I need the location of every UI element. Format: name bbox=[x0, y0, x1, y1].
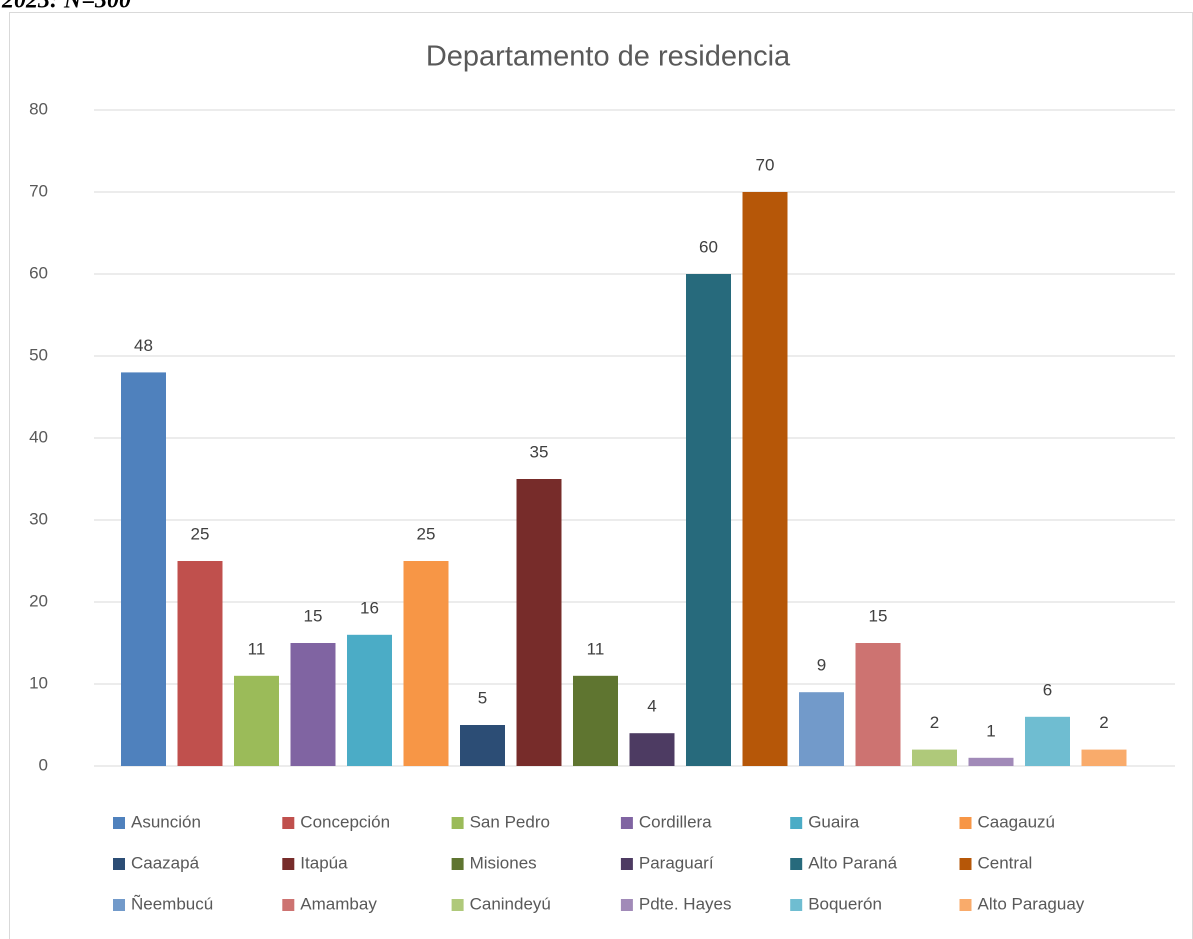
y-tick-label: 10 bbox=[29, 673, 48, 692]
data-label: 4 bbox=[647, 697, 656, 716]
legend-label: Concepción bbox=[300, 812, 390, 831]
y-tick-label: 70 bbox=[29, 181, 48, 200]
legend-swatch bbox=[620, 817, 633, 829]
legend-swatch bbox=[451, 817, 464, 829]
legend-swatch bbox=[959, 817, 972, 829]
legend-swatch bbox=[451, 899, 464, 911]
legend-swatch bbox=[620, 899, 633, 911]
bar bbox=[234, 675, 279, 766]
legend-swatch bbox=[282, 858, 295, 870]
data-label: 1 bbox=[986, 721, 995, 740]
data-label: 35 bbox=[530, 442, 549, 461]
bar bbox=[403, 561, 449, 766]
legend-label: Boquerón bbox=[808, 894, 882, 913]
bar bbox=[1025, 716, 1070, 766]
y-tick-label: 80 bbox=[29, 99, 48, 118]
legend-swatch bbox=[113, 858, 125, 870]
legend-swatch bbox=[282, 817, 295, 829]
legend-label: Misiones bbox=[470, 853, 537, 872]
legend-label: Asunción bbox=[131, 812, 201, 831]
bar bbox=[460, 725, 505, 766]
data-label: 11 bbox=[248, 639, 266, 658]
data-label: 2 bbox=[1099, 713, 1108, 732]
legend-label: Pdte. Hayes bbox=[639, 894, 732, 913]
legend-swatch bbox=[959, 858, 972, 870]
y-tick-label: 50 bbox=[29, 345, 48, 364]
y-tick-label: 40 bbox=[29, 427, 48, 446]
legend-label: San Pedro bbox=[470, 812, 550, 831]
bar bbox=[573, 675, 618, 766]
bar bbox=[1081, 749, 1127, 766]
legend-label: Amambay bbox=[300, 894, 377, 913]
chart-frame bbox=[9, 12, 1193, 939]
legend-label: Paraguarí bbox=[639, 853, 714, 872]
legend-label: Caagauzú bbox=[978, 812, 1056, 831]
chart-title: Departamento de residencia bbox=[426, 41, 791, 73]
legend-label: Guaira bbox=[808, 812, 860, 831]
legend-label: Cordillera bbox=[639, 812, 712, 831]
data-label: 25 bbox=[191, 524, 210, 543]
data-label: 6 bbox=[1043, 680, 1052, 699]
bar bbox=[742, 192, 788, 766]
legend-label: Alto Paraná bbox=[808, 853, 897, 872]
bar bbox=[121, 372, 166, 766]
legend-label: Ñeembucú bbox=[131, 894, 213, 913]
bar bbox=[686, 274, 731, 766]
y-tick-label: 0 bbox=[39, 755, 48, 774]
legend-swatch bbox=[113, 899, 125, 911]
data-label: 48 bbox=[134, 336, 153, 355]
bar bbox=[912, 749, 957, 766]
bar bbox=[516, 479, 562, 766]
data-label: 25 bbox=[417, 524, 436, 543]
legend-swatch bbox=[113, 817, 125, 829]
legend-label: Alto Paraguay bbox=[978, 894, 1085, 913]
caption: 2023: N=300 bbox=[1, 0, 131, 14]
data-label: 15 bbox=[869, 606, 888, 625]
legend-swatch bbox=[451, 858, 464, 870]
bar bbox=[177, 561, 223, 766]
y-tick-label: 20 bbox=[29, 591, 48, 610]
data-label: 2 bbox=[930, 713, 939, 732]
legend-swatch bbox=[790, 899, 803, 911]
bar bbox=[968, 757, 1014, 766]
data-label: 16 bbox=[360, 598, 379, 617]
legend-label: Canindeyú bbox=[470, 894, 551, 913]
legend-swatch bbox=[790, 817, 803, 829]
legend-swatch bbox=[282, 899, 295, 911]
legend-label: Caazapá bbox=[131, 853, 200, 872]
bar bbox=[629, 733, 675, 766]
data-label: 11 bbox=[587, 639, 605, 658]
bar bbox=[799, 692, 844, 766]
legend-swatch bbox=[620, 858, 633, 870]
bar bbox=[347, 634, 392, 766]
bar bbox=[855, 643, 901, 766]
y-tick-label: 60 bbox=[29, 263, 48, 282]
data-label: 70 bbox=[756, 155, 775, 174]
legend-swatch bbox=[959, 899, 972, 911]
data-label: 9 bbox=[817, 656, 826, 675]
data-label: 15 bbox=[304, 606, 323, 625]
legend-swatch bbox=[790, 858, 803, 870]
y-tick-label: 30 bbox=[29, 509, 48, 528]
data-label: 60 bbox=[699, 237, 718, 256]
data-label: 5 bbox=[478, 688, 487, 707]
legend-label: Central bbox=[978, 853, 1033, 872]
bar bbox=[290, 643, 336, 766]
legend-label: Itapúa bbox=[300, 853, 348, 872]
